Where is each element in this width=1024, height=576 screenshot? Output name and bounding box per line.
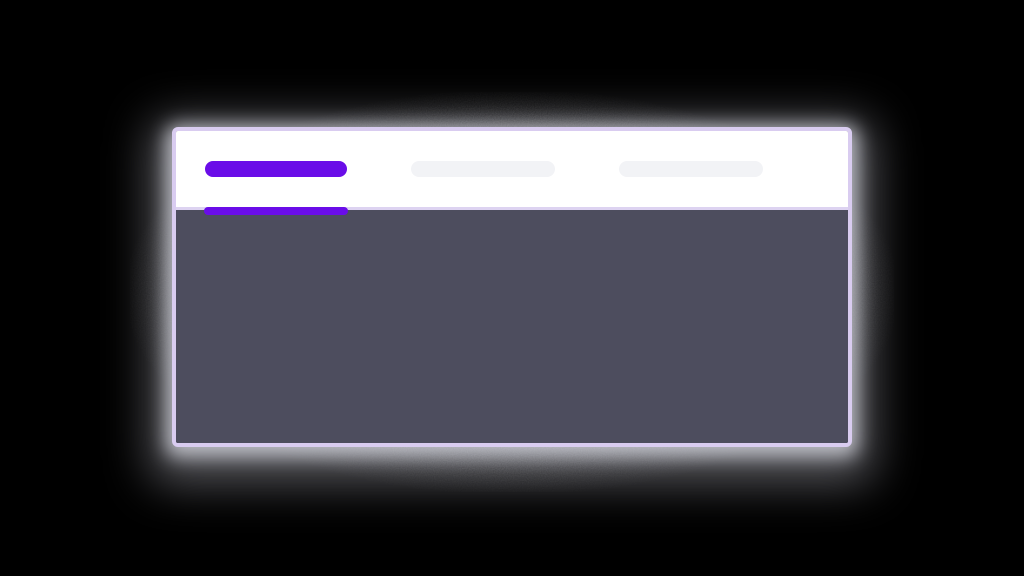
tab-2[interactable]	[411, 161, 555, 177]
tab-bar	[176, 131, 848, 210]
tab-panel	[176, 210, 848, 443]
active-tab-indicator	[204, 207, 348, 215]
tabs-card	[172, 127, 852, 447]
tab-1-active[interactable]	[205, 161, 347, 177]
tab-3[interactable]	[619, 161, 763, 177]
